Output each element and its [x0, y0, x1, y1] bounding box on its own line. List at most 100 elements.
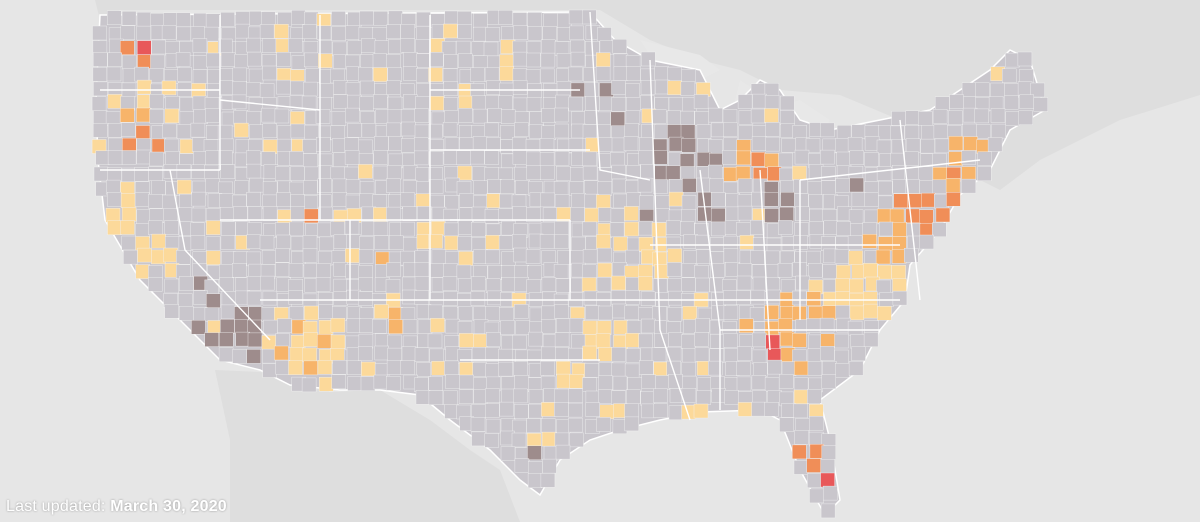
county[interactable]: [528, 461, 543, 476]
county[interactable]: [275, 262, 290, 277]
county[interactable]: [246, 290, 262, 306]
county[interactable]: [219, 80, 234, 96]
county[interactable]: [221, 221, 236, 236]
county[interactable]: [835, 236, 850, 251]
county[interactable]: [319, 236, 334, 252]
county[interactable]: [667, 307, 682, 322]
county[interactable]: [414, 150, 429, 166]
county[interactable]: [302, 24, 317, 39]
county[interactable]: [625, 110, 641, 125]
county[interactable]: [625, 277, 640, 292]
county[interactable]: [835, 363, 850, 378]
county[interactable]: [288, 263, 304, 278]
county[interactable]: [806, 291, 821, 306]
county[interactable]: [205, 107, 220, 123]
county[interactable]: [161, 25, 177, 40]
county[interactable]: [374, 345, 389, 361]
county[interactable]: [262, 206, 278, 221]
county[interactable]: [570, 51, 586, 67]
county[interactable]: [809, 488, 824, 504]
county[interactable]: [653, 403, 668, 418]
county[interactable]: [611, 96, 626, 112]
county[interactable]: [779, 167, 794, 183]
county[interactable]: [904, 125, 920, 141]
county[interactable]: [190, 122, 206, 138]
county[interactable]: [263, 319, 278, 335]
county[interactable]: [358, 277, 373, 292]
county[interactable]: [485, 234, 500, 250]
county[interactable]: [402, 319, 418, 334]
county[interactable]: [751, 136, 767, 152]
county[interactable]: [501, 277, 516, 292]
county[interactable]: [234, 319, 249, 334]
county[interactable]: [220, 319, 235, 334]
county[interactable]: [415, 167, 430, 182]
county[interactable]: [484, 166, 499, 182]
county[interactable]: [442, 276, 458, 291]
county[interactable]: [428, 390, 444, 405]
county[interactable]: [932, 222, 947, 237]
county[interactable]: [681, 195, 697, 210]
county[interactable]: [443, 23, 458, 39]
county[interactable]: [878, 180, 893, 196]
county[interactable]: [137, 54, 152, 69]
county[interactable]: [582, 377, 597, 392]
county[interactable]: [683, 250, 698, 265]
county[interactable]: [666, 220, 681, 235]
county[interactable]: [120, 193, 136, 208]
county[interactable]: [443, 291, 458, 306]
county[interactable]: [612, 303, 627, 319]
county[interactable]: [220, 164, 236, 179]
county[interactable]: [889, 208, 905, 224]
county[interactable]: [821, 445, 836, 460]
county[interactable]: [527, 26, 543, 41]
county[interactable]: [654, 264, 669, 279]
county[interactable]: [246, 163, 262, 179]
county[interactable]: [457, 349, 472, 364]
county[interactable]: [849, 278, 864, 294]
county[interactable]: [652, 251, 667, 267]
county[interactable]: [288, 360, 303, 375]
county[interactable]: [653, 388, 668, 403]
county[interactable]: [443, 81, 458, 96]
county[interactable]: [458, 108, 473, 123]
county[interactable]: [317, 360, 333, 375]
county[interactable]: [847, 320, 863, 336]
county[interactable]: [193, 151, 208, 166]
county[interactable]: [555, 444, 571, 460]
county[interactable]: [765, 250, 780, 266]
county[interactable]: [794, 222, 809, 237]
county[interactable]: [204, 332, 220, 347]
county[interactable]: [541, 402, 556, 417]
county[interactable]: [472, 362, 487, 377]
county[interactable]: [304, 195, 319, 210]
county[interactable]: [262, 363, 277, 378]
county[interactable]: [751, 349, 767, 365]
county[interactable]: [428, 151, 444, 166]
county[interactable]: [512, 334, 527, 350]
county[interactable]: [471, 206, 487, 222]
county[interactable]: [809, 220, 824, 236]
county[interactable]: [681, 277, 696, 292]
county[interactable]: [849, 150, 864, 165]
county[interactable]: [137, 79, 152, 95]
county[interactable]: [919, 234, 934, 250]
county[interactable]: [681, 263, 697, 278]
county[interactable]: [345, 179, 361, 194]
county[interactable]: [401, 138, 416, 153]
county[interactable]: [303, 81, 318, 97]
county[interactable]: [445, 346, 460, 361]
county[interactable]: [259, 83, 275, 98]
county[interactable]: [848, 361, 864, 376]
county[interactable]: [105, 207, 121, 223]
county[interactable]: [610, 152, 625, 167]
county[interactable]: [93, 81, 108, 97]
county[interactable]: [498, 348, 513, 364]
county[interactable]: [722, 109, 738, 124]
county[interactable]: [582, 151, 597, 167]
county[interactable]: [457, 165, 472, 181]
county[interactable]: [442, 68, 458, 83]
county[interactable]: [302, 235, 318, 250]
county[interactable]: [386, 54, 401, 69]
county[interactable]: [501, 26, 516, 41]
